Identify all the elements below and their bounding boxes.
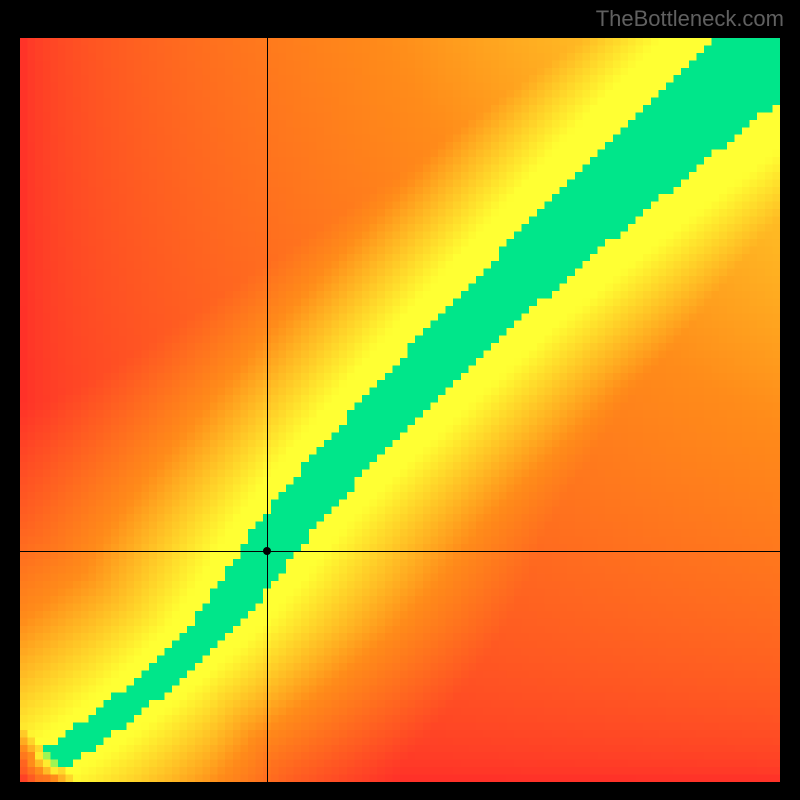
crosshair-vertical: [267, 38, 268, 782]
watermark-text: TheBottleneck.com: [596, 6, 784, 32]
chart-container: TheBottleneck.com: [0, 0, 800, 800]
heatmap-plot: [20, 38, 780, 782]
crosshair-horizontal: [20, 551, 780, 552]
heatmap-canvas: [20, 38, 780, 782]
marker-point: [263, 547, 271, 555]
